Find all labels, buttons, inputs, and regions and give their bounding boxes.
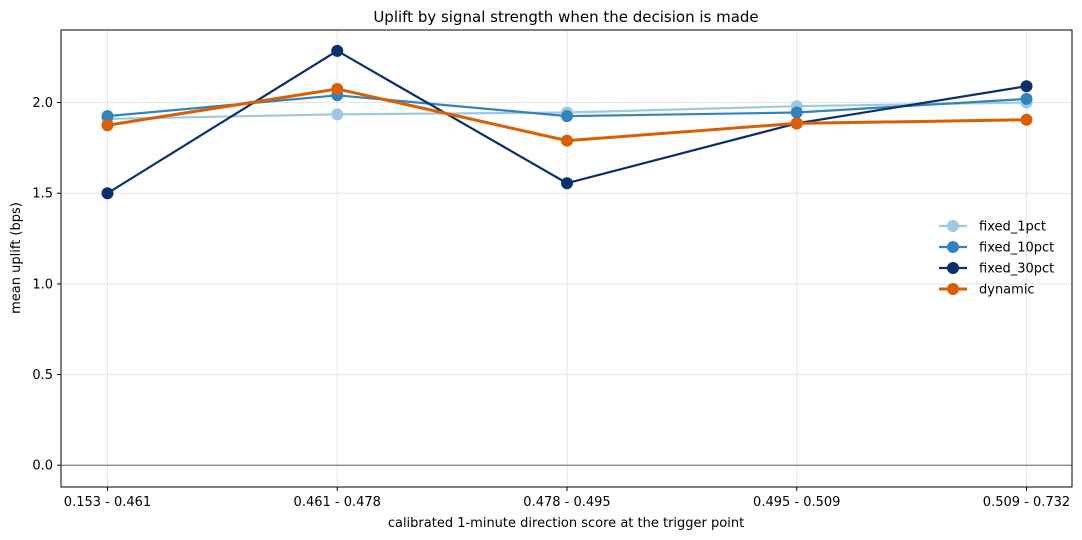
data-point bbox=[101, 119, 114, 132]
data-point bbox=[101, 110, 114, 123]
legend-swatch-marker bbox=[947, 241, 959, 253]
x-tick-label: 0.153 - 0.461 bbox=[64, 495, 151, 510]
x-tick-label: 0.509 - 0.732 bbox=[983, 495, 1070, 510]
x-tick-label: 0.495 - 0.509 bbox=[753, 495, 840, 510]
data-point bbox=[1020, 113, 1033, 126]
legend-label: fixed_10pct bbox=[979, 241, 1054, 256]
legend-item: fixed_1pct bbox=[939, 220, 1046, 235]
legend-label: dynamic bbox=[979, 283, 1035, 298]
x-tick-label: 0.478 - 0.495 bbox=[523, 495, 610, 510]
data-point bbox=[331, 82, 344, 95]
y-tick-label: 2.0 bbox=[32, 96, 53, 111]
data-point bbox=[1020, 92, 1033, 105]
legend-item: fixed_10pct bbox=[939, 241, 1054, 256]
legend-swatch-marker bbox=[947, 283, 959, 295]
data-point bbox=[331, 108, 344, 121]
data-point bbox=[561, 110, 573, 123]
data-point bbox=[790, 117, 803, 130]
legend-label: fixed_30pct bbox=[979, 262, 1054, 277]
legend-item: dynamic bbox=[939, 283, 1035, 298]
legend-swatch-marker bbox=[947, 262, 959, 274]
y-tick-label: 0.5 bbox=[32, 368, 53, 383]
y-tick-label: 0.0 bbox=[32, 459, 53, 474]
y-axis-label: mean uplift (bps) bbox=[9, 202, 24, 314]
legend-item: fixed_30pct bbox=[939, 262, 1054, 277]
y-tick-label: 1.0 bbox=[32, 277, 53, 292]
x-tick-label: 0.461 - 0.478 bbox=[294, 495, 381, 510]
data-point bbox=[331, 44, 344, 57]
y-tick-label: 1.5 bbox=[32, 187, 53, 202]
data-point bbox=[561, 134, 573, 147]
legend-label: fixed_1pct bbox=[979, 220, 1046, 235]
data-point bbox=[790, 106, 803, 119]
series-dynamic bbox=[101, 82, 1033, 147]
data-point bbox=[101, 187, 114, 200]
legend-swatch-marker bbox=[947, 220, 959, 232]
x-axis-label: calibrated 1-minute direction score at t… bbox=[388, 516, 744, 531]
chart-title: Uplift by signal strength when the decis… bbox=[373, 8, 758, 26]
data-point bbox=[561, 177, 573, 190]
data-point bbox=[1020, 80, 1033, 93]
